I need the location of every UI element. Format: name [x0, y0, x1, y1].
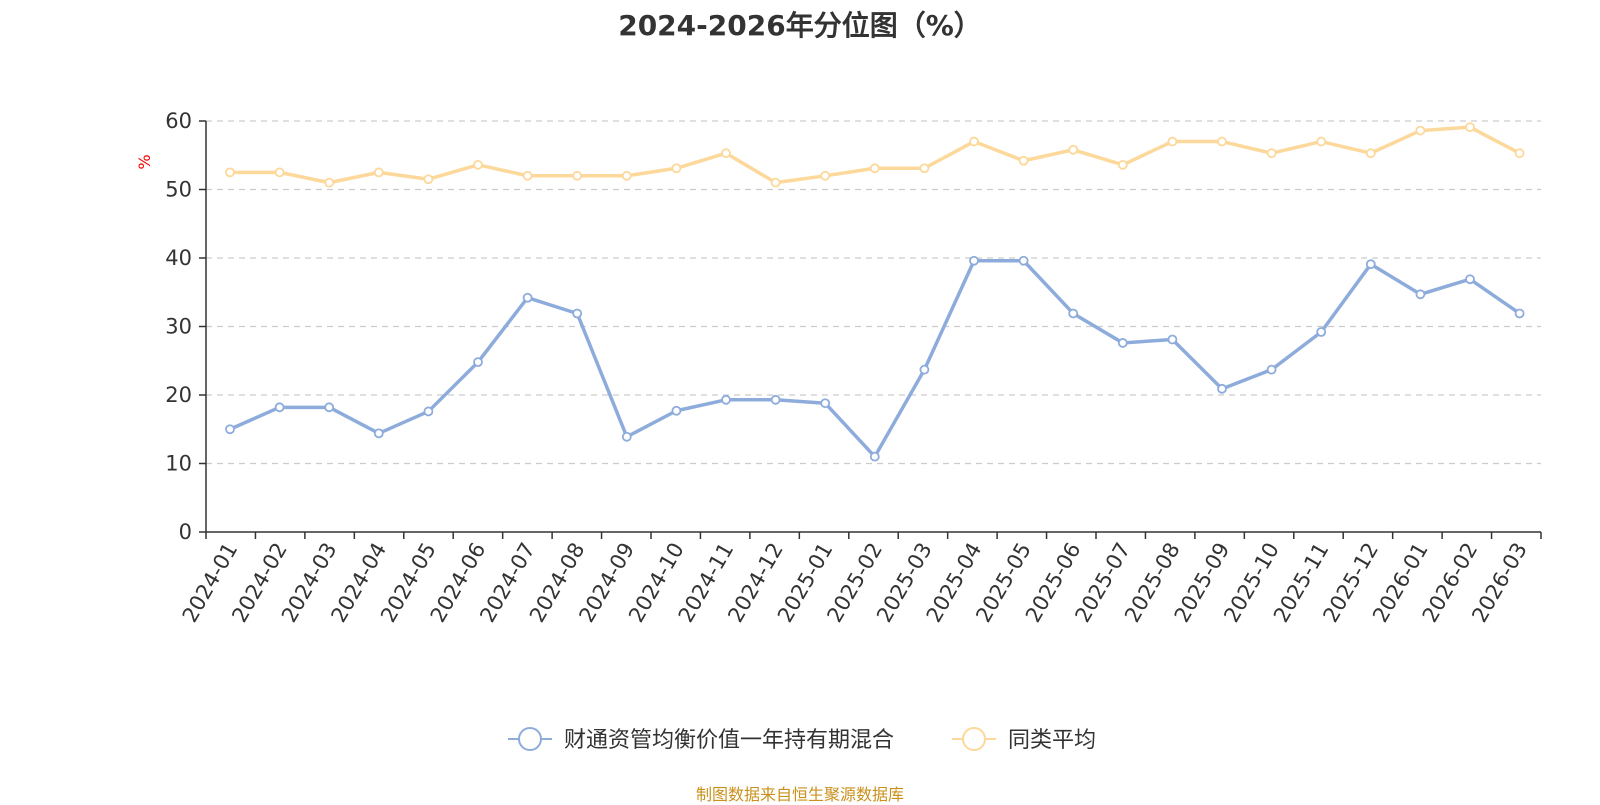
data-point — [1217, 383, 1227, 394]
data-point — [1316, 136, 1327, 147]
data-point — [919, 163, 930, 174]
data-point — [572, 170, 583, 181]
data-point — [969, 255, 979, 266]
data-point — [1117, 159, 1128, 170]
y-tick-label: 30 — [165, 315, 192, 339]
y-tick-label: 50 — [165, 178, 192, 202]
data-point — [1068, 308, 1079, 319]
data-point — [1465, 122, 1475, 133]
data-point — [919, 364, 930, 375]
legend-marker — [518, 727, 542, 751]
source-note: 制图数据来自恒生聚源数据库 — [695, 785, 904, 804]
data-point — [274, 402, 285, 413]
data-point — [324, 177, 335, 188]
legend-marker — [962, 727, 986, 751]
data-point — [721, 394, 731, 405]
data-point — [1316, 327, 1327, 337]
data-point — [1415, 125, 1426, 136]
data-point — [671, 163, 682, 174]
data-point — [770, 177, 781, 188]
grid-lines — [206, 120, 1541, 465]
y-tick-label: 60 — [165, 109, 192, 133]
series-lines — [225, 122, 1525, 462]
data-point — [1068, 144, 1079, 155]
data-point — [721, 148, 731, 159]
data-point — [423, 406, 434, 417]
y-tick-label: 40 — [165, 246, 192, 270]
data-point — [473, 357, 483, 368]
data-point — [522, 170, 533, 181]
data-point — [522, 292, 533, 303]
data-point — [869, 163, 880, 174]
data-point — [225, 167, 235, 178]
chart-title: 2024-2026年分位图（%） — [618, 9, 982, 42]
data-point — [1117, 338, 1128, 348]
data-point — [1465, 274, 1475, 285]
y-tick-label: 20 — [165, 383, 192, 407]
data-point — [1167, 334, 1178, 345]
legend-label: 同类平均 — [1008, 728, 1096, 753]
data-point — [1167, 136, 1178, 147]
data-point — [969, 136, 979, 147]
data-point — [324, 402, 335, 413]
data-point — [820, 398, 831, 409]
y-axis-label: % — [135, 154, 154, 169]
data-point — [1415, 289, 1426, 300]
y-tick-label: 0 — [179, 520, 192, 544]
data-point — [1514, 308, 1525, 319]
data-point — [1018, 255, 1029, 266]
data-point — [1266, 148, 1277, 159]
data-point — [373, 428, 384, 439]
series-line — [229, 258, 1521, 459]
data-point — [1217, 136, 1227, 147]
data-point — [225, 424, 235, 435]
y-axis-ticks: 0 10 20 30 40 50 60 — [165, 109, 206, 544]
data-point — [423, 174, 434, 185]
data-point — [1365, 259, 1376, 270]
data-point — [473, 159, 483, 170]
legend: 财通资管均衡价值一年持有期混合 同类平均 — [508, 727, 1096, 753]
data-point — [820, 170, 831, 181]
data-point — [572, 308, 583, 319]
data-point — [621, 431, 632, 442]
legend-label: 财通资管均衡价值一年持有期混合 — [564, 728, 894, 753]
data-point — [1266, 364, 1277, 375]
data-point — [1018, 155, 1029, 166]
data-point — [770, 394, 781, 405]
data-point — [869, 451, 880, 462]
x-axis-ticks: 2024-012024-022024-032024-042024-052024-… — [178, 532, 1542, 626]
data-point — [1365, 148, 1376, 159]
data-point — [1514, 148, 1525, 159]
y-tick-label: 10 — [165, 452, 192, 476]
data-point — [621, 170, 632, 181]
data-point — [671, 405, 682, 416]
series-line — [230, 125, 1521, 185]
data-point — [373, 167, 384, 178]
data-point — [274, 167, 285, 178]
